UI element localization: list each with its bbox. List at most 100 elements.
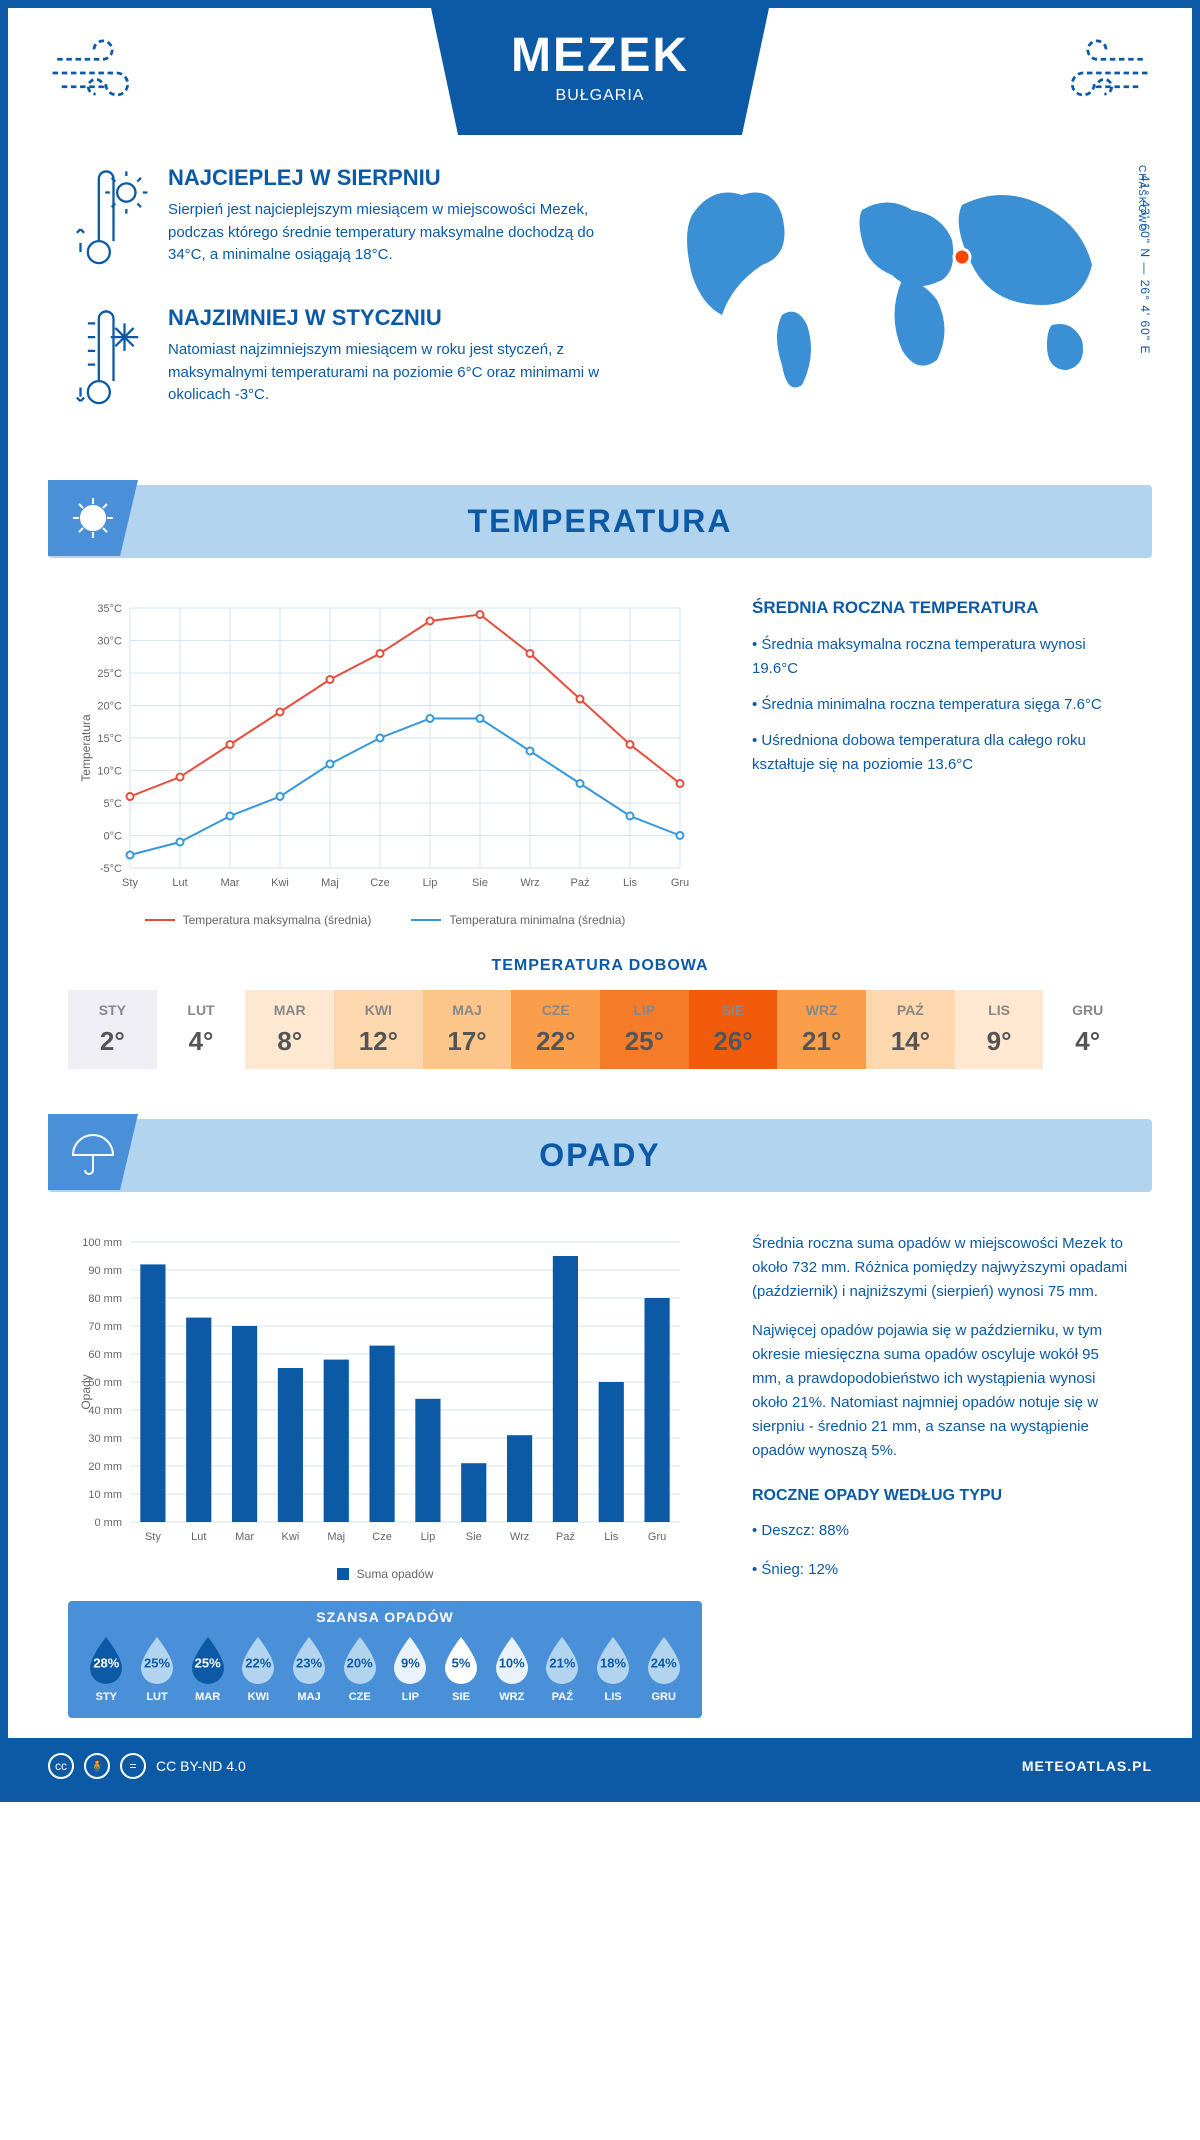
svg-text:Kwi: Kwi	[271, 877, 289, 889]
svg-text:30°C: 30°C	[97, 636, 122, 648]
coldest-title: NAJZIMNIEJ W STYCZNIU	[168, 305, 612, 331]
svg-text:Opady: Opady	[79, 1374, 93, 1409]
site-name: METEOATLAS.PL	[1022, 1758, 1152, 1774]
daily-temp-cell: PAŹ14°	[866, 990, 955, 1069]
svg-text:10 mm: 10 mm	[88, 1489, 122, 1501]
svg-text:Paź: Paź	[571, 877, 590, 889]
temp-section-title: TEMPERATURA	[468, 503, 733, 539]
daily-temp-cell: LIP25°	[600, 990, 689, 1069]
precipitation-bar-chart: 0 mm 10 mm 20 mm 30 mm 40 mm 50 mm 60 mm 70 mm 8…	[68, 1232, 702, 1581]
thermometer-cold-icon	[68, 305, 148, 420]
svg-text:20°C: 20°C	[97, 701, 122, 713]
svg-text:60 mm: 60 mm	[88, 1349, 122, 1361]
daily-temp-cell: LIS9°	[955, 990, 1044, 1069]
svg-text:Sty: Sty	[145, 1531, 161, 1543]
daily-temp-cell: WRZ21°	[777, 990, 866, 1069]
svg-text:50 mm: 50 mm	[88, 1377, 122, 1389]
hottest-block: NAJCIEPLEJ W SIERPNIU Sierpień jest najc…	[68, 165, 612, 280]
svg-text:0 mm: 0 mm	[95, 1517, 123, 1529]
hottest-text: Sierpień jest najcieplejszym miesiącem w…	[168, 199, 612, 267]
avg-temp-title: ŚREDNIA ROCZNA TEMPERATURA	[752, 598, 1132, 618]
chance-drop: 22%KWI	[235, 1635, 282, 1703]
sun-icon	[48, 480, 138, 556]
thermometer-hot-icon	[68, 165, 148, 280]
license-text: CC BY-ND 4.0	[156, 1758, 246, 1774]
daily-temp-cell: CZE22°	[511, 990, 600, 1069]
coldest-block: NAJZIMNIEJ W STYCZNIU Natomiast najzimni…	[68, 305, 612, 420]
chance-drop: 24%GRU	[640, 1635, 687, 1703]
coordinates: 41° 43' 60" N — 26° 4' 60" E	[1138, 175, 1152, 354]
precip-type2: • Śnieg: 12%	[752, 1558, 1132, 1582]
svg-text:70 mm: 70 mm	[88, 1321, 122, 1333]
wind-icon-left	[48, 28, 158, 123]
chance-drop: 28%STY	[83, 1635, 130, 1703]
svg-text:Maj: Maj	[321, 877, 339, 889]
svg-text:Paź: Paź	[556, 1531, 575, 1543]
umbrella-icon	[48, 1114, 138, 1190]
svg-text:100 mm: 100 mm	[82, 1237, 122, 1249]
precipitation-summary: Średnia roczna suma opadów w miejscowośc…	[752, 1232, 1132, 1718]
avg-temp-p2: • Średnia minimalna roczna temperatura s…	[752, 693, 1132, 717]
svg-text:Temperatura: Temperatura	[79, 714, 93, 782]
header: MEZEK BUŁGARIA	[8, 8, 1192, 135]
svg-text:-5°C: -5°C	[100, 863, 122, 875]
legend-min: Temperatura minimalna (średnia)	[411, 913, 625, 927]
temperature-line-chart: -5°C0°C5°C10°C15°C20°C25°C30°C35°CStyLut…	[68, 598, 702, 927]
cc-icon: cc	[48, 1753, 74, 1779]
hottest-title: NAJCIEPLEJ W SIERPNIU	[168, 165, 612, 191]
page-subtitle: BUŁGARIA	[511, 87, 689, 105]
chance-drop: 20%CZE	[336, 1635, 383, 1703]
svg-text:90 mm: 90 mm	[88, 1265, 122, 1277]
svg-text:Mar: Mar	[235, 1531, 254, 1543]
by-icon: 🧍	[84, 1753, 110, 1779]
svg-text:Gru: Gru	[648, 1531, 666, 1543]
title-banner: MEZEK BUŁGARIA	[431, 8, 769, 135]
avg-temp-p1: • Średnia maksymalna roczna temperatura …	[752, 633, 1132, 681]
coldest-text: Natomiast najzimniejszym miesiącem w rok…	[168, 339, 612, 407]
svg-text:Sie: Sie	[466, 1531, 482, 1543]
temperature-header: TEMPERATURA	[48, 485, 1152, 558]
wind-icon-right	[1042, 28, 1152, 123]
daily-temp-cell: STY2°	[68, 990, 157, 1069]
daily-temp-cell: KWI12°	[334, 990, 423, 1069]
daily-temp-cell: GRU4°	[1043, 990, 1132, 1069]
svg-text:5°C: 5°C	[104, 798, 123, 810]
nd-icon: =	[120, 1753, 146, 1779]
footer: cc 🧍 = CC BY-ND 4.0 METEOATLAS.PL	[8, 1738, 1192, 1794]
precip-p1: Średnia roczna suma opadów w miejscowośc…	[752, 1232, 1132, 1304]
svg-text:25°C: 25°C	[97, 668, 122, 680]
world-map	[652, 165, 1132, 405]
svg-text:40 mm: 40 mm	[88, 1405, 122, 1417]
svg-text:20 mm: 20 mm	[88, 1461, 122, 1473]
precip-type1: • Deszcz: 88%	[752, 1519, 1132, 1543]
precip-section-title: OPADY	[539, 1137, 660, 1173]
svg-text:30 mm: 30 mm	[88, 1433, 122, 1445]
temperature-summary: ŚREDNIA ROCZNA TEMPERATURA • Średnia mak…	[752, 598, 1132, 927]
daily-temperature-table: TEMPERATURA DOBOWA STY2°LUT4°MAR8°KWI12°…	[8, 947, 1192, 1099]
svg-text:Wrz: Wrz	[520, 877, 539, 889]
daily-temp-cell: LUT4°	[157, 990, 246, 1069]
svg-text:10°C: 10°C	[97, 766, 122, 778]
precipitation-header: OPADY	[48, 1119, 1152, 1192]
svg-text:Cze: Cze	[370, 877, 390, 889]
svg-text:Sty: Sty	[122, 877, 138, 889]
chance-drop: 23%MAJ	[286, 1635, 333, 1703]
svg-text:Mar: Mar	[221, 877, 240, 889]
svg-text:Lip: Lip	[421, 1531, 436, 1543]
chance-drop: 21%PAŹ	[539, 1635, 586, 1703]
precip-type-title: ROCZNE OPADY WEDŁUG TYPU	[752, 1483, 1132, 1509]
svg-text:Cze: Cze	[372, 1531, 392, 1543]
chance-drop: 18%LIS	[590, 1635, 637, 1703]
svg-text:Lut: Lut	[191, 1531, 206, 1543]
svg-text:35°C: 35°C	[97, 603, 122, 615]
chance-drop: 5%SIE	[438, 1635, 485, 1703]
svg-text:15°C: 15°C	[97, 733, 122, 745]
svg-text:Lip: Lip	[423, 877, 438, 889]
daily-temp-cell: SIE26°	[689, 990, 778, 1069]
svg-text:Lut: Lut	[172, 877, 187, 889]
svg-text:80 mm: 80 mm	[88, 1293, 122, 1305]
page-title: MEZEK	[511, 28, 689, 83]
daily-temp-cell: MAR8°	[245, 990, 334, 1069]
precip-p2: Najwięcej opadów pojawia się w październ…	[752, 1319, 1132, 1463]
avg-temp-p3: • Uśredniona dobowa temperatura dla całe…	[752, 729, 1132, 777]
